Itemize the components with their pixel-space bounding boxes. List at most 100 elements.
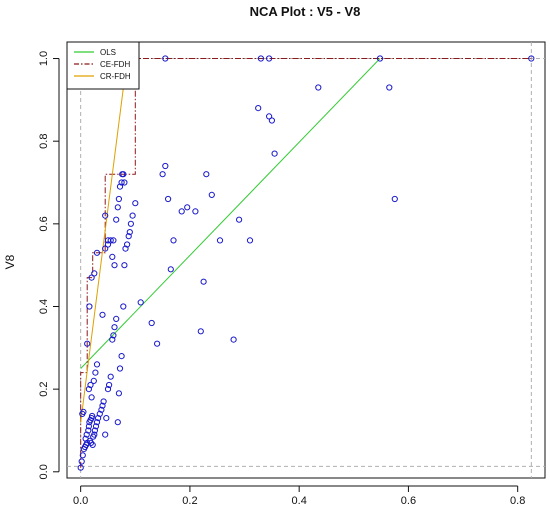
legend-label: OLS [100,48,116,57]
y-tick-label: 0.8 [38,134,50,149]
data-point [88,274,95,281]
data-point [137,299,144,306]
data-point [120,303,127,310]
data-point [116,365,124,372]
data-point [111,262,118,269]
data-point [109,253,116,260]
ce-fdh-line [80,58,532,468]
data-point [528,55,535,62]
y-axis-label: V8 [3,254,17,269]
data-point [118,353,125,360]
y-tick-label: 0.6 [38,216,50,231]
data-point [154,340,161,347]
x-tick-label: 0.6 [401,495,416,507]
data-point [92,423,100,430]
data-point [87,381,94,389]
data-point [99,402,106,409]
data-point [111,324,118,331]
data-point [91,431,98,438]
data-point [89,412,96,420]
data-point [167,266,174,273]
data-point [107,373,114,380]
data-point [266,55,273,62]
ceiling-lines [80,58,532,468]
ols-line [80,58,381,369]
data-point [159,171,166,178]
data-point [170,237,177,244]
chart-title: NCA Plot : V5 - V8 [250,4,361,19]
x-tick-label: 0.4 [292,495,307,507]
data-point [90,377,97,384]
data-point [110,332,117,339]
data-point [104,386,112,393]
data-point [115,390,123,397]
data-point [315,84,322,91]
x-tick-label: 0.8 [510,495,525,507]
y-tick-label: 1.0 [38,51,50,66]
x-tick-label: 0.0 [73,495,88,507]
data-point [91,427,99,434]
data-point [230,336,237,343]
data-point [216,237,224,244]
data-point [391,195,398,203]
data-points [77,55,535,471]
data-point [102,212,109,219]
data-point [125,233,132,240]
y-tick-label: 0.4 [38,299,50,314]
data-point [255,105,262,112]
data-point [107,237,114,244]
data-point [132,200,139,207]
data-point [104,237,112,244]
data-point [96,410,103,417]
data-point [86,303,93,310]
data-point [106,381,113,389]
data-point [208,191,215,198]
data-point [126,229,133,236]
x-tick-label: 0.2 [182,495,197,507]
data-point [121,262,128,269]
data-point [268,117,275,124]
data-point [102,431,109,438]
y-tick-label: 0.2 [38,381,50,396]
x-axis: 0.0 0.2 0.4 0.6 0.8 [73,485,525,507]
reference-lines [67,42,545,478]
data-point [162,162,169,170]
y-tick-label: 0.0 [38,464,50,479]
data-point [124,241,131,248]
data-point [84,340,91,347]
legend-box [66,41,140,90]
data-point [80,408,87,415]
data-point [93,361,101,368]
data-point [376,55,384,62]
data-point [266,113,273,120]
data-point [88,394,95,401]
data-point [109,336,116,343]
data-point [271,150,278,157]
legend-label: CR-FDH [100,72,131,81]
data-point [127,220,134,227]
data-point [85,427,92,434]
data-point [184,204,191,211]
data-point [92,369,99,376]
data-point [148,319,155,327]
data-point [114,419,121,426]
data-point [93,419,101,426]
y-axis: 0.0 0.2 0.4 0.6 0.8 1.0 [38,51,60,479]
data-point [236,216,243,223]
data-point [122,245,129,252]
data-point [203,171,210,178]
legend: OLS CE-FDH CR-FDH [66,41,140,90]
data-point [118,179,125,186]
data-point [121,179,128,186]
data-point [120,171,127,178]
legend-label: CE-FDH [100,60,130,69]
data-point [246,237,254,244]
data-point [85,423,93,430]
data-point [116,183,124,190]
data-point [192,208,199,215]
data-point [200,278,207,285]
data-point [83,431,90,438]
data-point [113,216,120,223]
data-point [77,464,84,471]
